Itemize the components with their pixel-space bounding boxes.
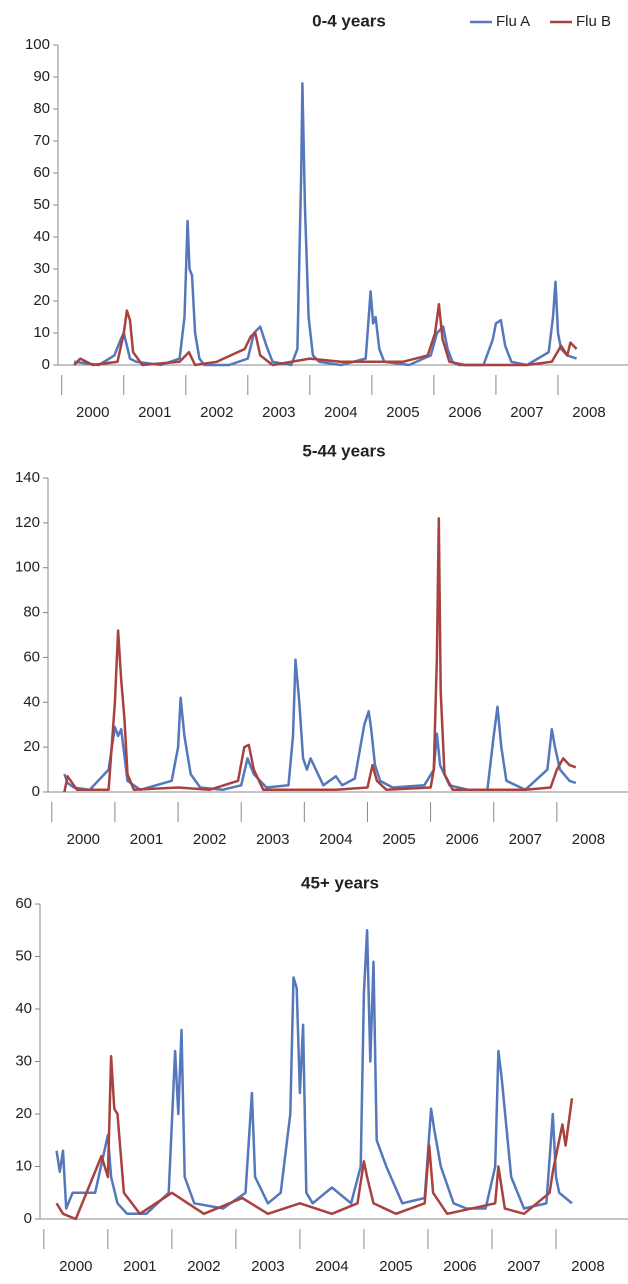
y-tick-label: 30 <box>15 1052 32 1069</box>
y-tick-label: 40 <box>23 693 40 710</box>
x-tick-label: 2008 <box>571 1258 604 1275</box>
x-tick-label: 2007 <box>509 831 542 848</box>
y-tick-label: 60 <box>23 648 40 665</box>
y-tick-label: 50 <box>15 947 32 964</box>
y-tick-label: 40 <box>15 1000 32 1017</box>
y-tick-label: 140 <box>15 469 40 486</box>
y-tick-label: 50 <box>33 196 50 213</box>
x-tick-label: 2000 <box>59 1258 92 1275</box>
x-tick-label: 2002 <box>193 831 226 848</box>
series-line <box>73 302 578 367</box>
x-tick-label: 2005 <box>379 1258 412 1275</box>
y-tick-label: 40 <box>33 228 50 245</box>
y-tick-label: 0 <box>32 783 40 800</box>
x-tick-label: 2003 <box>251 1258 284 1275</box>
y-tick-label: 100 <box>25 36 50 53</box>
series-line <box>55 1055 574 1221</box>
x-tick-label: 2001 <box>123 1258 156 1275</box>
x-tick-label: 2005 <box>386 404 419 421</box>
x-tick-label: 2002 <box>200 404 233 421</box>
y-tick-label: 60 <box>15 895 32 912</box>
x-tick-label: 2004 <box>315 1258 348 1275</box>
chart-title: 0-4 years <box>312 11 386 30</box>
x-tick-label: 2006 <box>443 1258 476 1275</box>
x-tick-label: 2005 <box>382 831 415 848</box>
y-tick-label: 20 <box>33 292 50 309</box>
y-tick-label: 10 <box>15 1157 32 1174</box>
legend-label: Flu A <box>496 13 530 30</box>
y-tick-label: 80 <box>23 604 40 621</box>
series-line <box>73 82 578 367</box>
chart-title: 45+ years <box>301 873 379 892</box>
x-tick-label: 2001 <box>130 831 163 848</box>
y-tick-label: 20 <box>15 1105 32 1122</box>
y-tick-label: 90 <box>33 68 50 85</box>
series-line <box>55 929 573 1216</box>
x-tick-label: 2002 <box>187 1258 220 1275</box>
x-tick-label: 2004 <box>319 831 352 848</box>
y-tick-label: 100 <box>15 559 40 576</box>
y-tick-label: 70 <box>33 132 50 149</box>
y-tick-label: 120 <box>15 514 40 531</box>
y-tick-label: 60 <box>33 164 50 181</box>
x-tick-label: 2003 <box>262 404 295 421</box>
legend-label: Flu B <box>576 13 611 30</box>
y-tick-label: 0 <box>42 356 50 373</box>
x-tick-label: 2008 <box>572 404 605 421</box>
x-tick-label: 2000 <box>76 404 109 421</box>
x-tick-label: 2006 <box>445 831 478 848</box>
x-tick-label: 2004 <box>324 404 357 421</box>
y-tick-label: 80 <box>33 100 50 117</box>
y-tick-label: 0 <box>24 1210 32 1227</box>
x-tick-label: 2007 <box>510 404 543 421</box>
y-tick-label: 10 <box>33 324 50 341</box>
y-tick-label: 30 <box>33 260 50 277</box>
x-tick-label: 2000 <box>67 831 100 848</box>
series-line <box>63 658 577 792</box>
x-tick-label: 2007 <box>507 1258 540 1275</box>
y-tick-label: 20 <box>23 738 40 755</box>
series-line <box>63 517 577 793</box>
chart-title: 5-44 years <box>302 441 385 460</box>
x-tick-label: 2006 <box>448 404 481 421</box>
x-tick-label: 2008 <box>572 831 605 848</box>
x-tick-label: 2003 <box>256 831 289 848</box>
x-tick-label: 2001 <box>138 404 171 421</box>
